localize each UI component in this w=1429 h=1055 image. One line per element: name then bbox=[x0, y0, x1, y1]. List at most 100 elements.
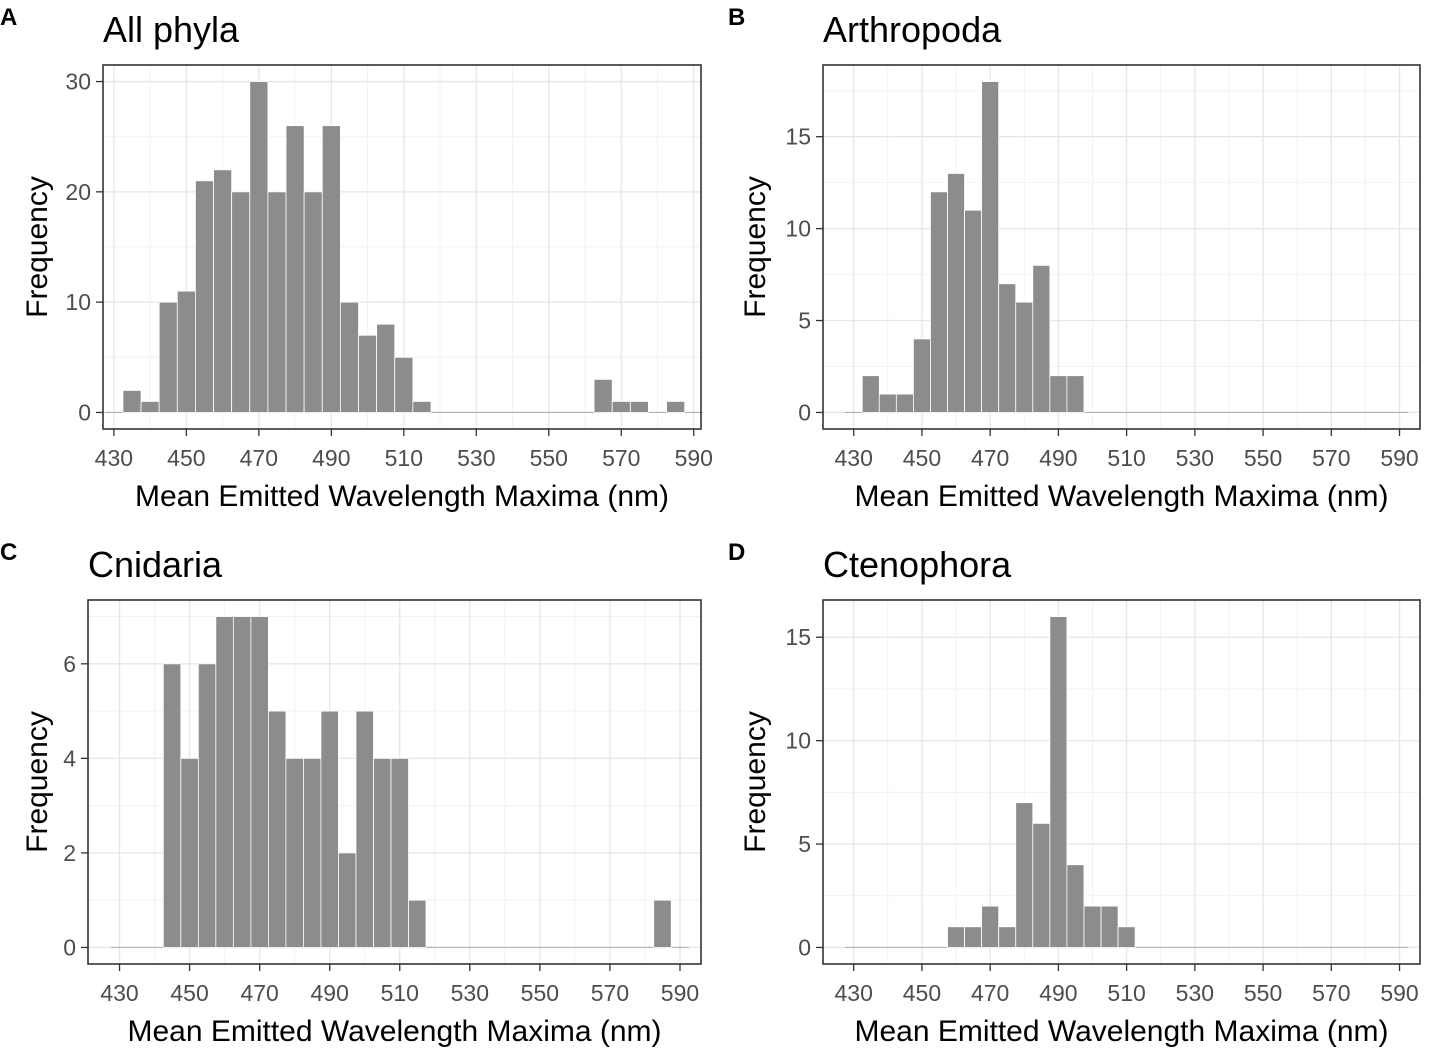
x-tick-label: 450 bbox=[167, 445, 205, 471]
histogram-bar bbox=[593, 378, 613, 413]
x-tick-label: 590 bbox=[661, 980, 699, 1006]
histogram-bar bbox=[231, 191, 251, 413]
panel-letter: D bbox=[728, 539, 745, 566]
histogram-bar bbox=[1066, 864, 1085, 948]
histogram-bar bbox=[358, 334, 378, 413]
plot-frame bbox=[822, 599, 1421, 965]
y-tick-label: 15 bbox=[785, 624, 811, 650]
histogram-bar bbox=[861, 375, 880, 413]
x-tick-label: 450 bbox=[903, 980, 941, 1006]
y-tick-label: 20 bbox=[65, 179, 91, 205]
x-tick-label: 590 bbox=[1380, 445, 1418, 471]
plot-frame bbox=[87, 599, 702, 965]
histogram-bar bbox=[162, 663, 182, 948]
x-tick-label: 470 bbox=[240, 445, 278, 471]
y-tick-label: 10 bbox=[785, 216, 811, 242]
histogram-bar bbox=[1066, 375, 1085, 413]
histogram-bar bbox=[320, 710, 339, 948]
histogram-bar bbox=[213, 169, 233, 413]
histogram-bar bbox=[267, 191, 287, 413]
histogram-bar bbox=[180, 757, 199, 948]
x-axis-title: Mean Emitted Wavelength Maxima (nm) bbox=[135, 480, 669, 513]
x-axis-title: Mean Emitted Wavelength Maxima (nm) bbox=[854, 480, 1388, 513]
y-tick-label: 2 bbox=[63, 840, 76, 866]
x-tick-label: 510 bbox=[1107, 445, 1145, 471]
y-axis-title: Frequency bbox=[739, 711, 772, 853]
x-tick-label: 530 bbox=[451, 980, 489, 1006]
histogram-bar bbox=[321, 125, 341, 413]
plot-background bbox=[823, 65, 1420, 429]
x-tick-label: 430 bbox=[95, 445, 133, 471]
histogram-bar bbox=[1032, 822, 1051, 948]
y-tick-label: 6 bbox=[63, 651, 76, 677]
histogram-bar bbox=[1015, 802, 1034, 948]
x-tick-label: 430 bbox=[100, 980, 138, 1006]
histogram-bar bbox=[947, 926, 965, 948]
histogram-bar bbox=[140, 401, 160, 413]
histogram-bar bbox=[930, 191, 948, 413]
histogram-bar bbox=[338, 852, 357, 948]
histogram-bar bbox=[250, 616, 269, 948]
histogram-bar bbox=[998, 283, 1017, 413]
histogram-bar bbox=[232, 616, 252, 948]
panel-title: Ctenophora bbox=[823, 544, 1012, 585]
histogram-bar bbox=[1100, 905, 1119, 948]
x-tick-label: 510 bbox=[385, 445, 423, 471]
histogram-bar bbox=[998, 926, 1017, 948]
panel-letter: A bbox=[0, 4, 17, 31]
x-tick-label: 550 bbox=[1244, 445, 1282, 471]
histogram-bar bbox=[412, 401, 432, 413]
histogram-bar bbox=[215, 616, 234, 948]
y-tick-label: 15 bbox=[785, 124, 811, 150]
histogram-bar bbox=[158, 301, 178, 413]
x-tick-label: 470 bbox=[971, 445, 1009, 471]
chart-panel-c: 430 450 470 490 510 530 550 570 590 0 2 4 6 C Cnidaria… bbox=[0, 539, 702, 1048]
x-tick-label: 570 bbox=[591, 980, 629, 1006]
chart-panel-a: 430 450 470 490 510 530 550 570 590 0 10 20 30 A All p… bbox=[0, 4, 713, 513]
x-tick-label: 530 bbox=[1176, 980, 1214, 1006]
y-tick-label: 0 bbox=[798, 934, 811, 960]
x-tick-label: 490 bbox=[1039, 980, 1077, 1006]
histogram-bar bbox=[981, 905, 1000, 948]
histogram-bar bbox=[249, 81, 269, 413]
x-tick-label: 510 bbox=[1107, 980, 1145, 1006]
x-tick-label: 450 bbox=[170, 980, 208, 1006]
y-tick-label: 0 bbox=[78, 399, 91, 425]
y-tick-label: 10 bbox=[65, 289, 91, 315]
histogram-bar bbox=[408, 899, 427, 948]
histogram-bar bbox=[629, 401, 649, 413]
histogram-bar bbox=[1049, 616, 1068, 948]
panel-title: All phyla bbox=[103, 9, 240, 50]
panel-title: Cnidaria bbox=[88, 544, 223, 585]
x-tick-label: 490 bbox=[1039, 445, 1077, 471]
y-tick-label: 5 bbox=[798, 831, 811, 857]
histogram-bar bbox=[303, 191, 323, 413]
histogram-bar bbox=[981, 81, 1000, 413]
x-tick-label: 490 bbox=[311, 980, 349, 1006]
x-tick-label: 430 bbox=[835, 445, 873, 471]
histogram-bar bbox=[666, 401, 686, 413]
x-tick-label: 430 bbox=[835, 980, 873, 1006]
histogram-bar bbox=[373, 757, 392, 948]
histogram-bar bbox=[390, 757, 409, 948]
histogram-bar bbox=[303, 757, 322, 948]
panel-letter: B bbox=[728, 4, 745, 31]
y-tick-label: 4 bbox=[63, 745, 76, 771]
histogram-bar bbox=[1117, 926, 1136, 948]
x-axis-title: Mean Emitted Wavelength Maxima (nm) bbox=[127, 1015, 661, 1048]
x-tick-label: 570 bbox=[602, 445, 640, 471]
x-tick-label: 530 bbox=[457, 445, 495, 471]
x-tick-label: 450 bbox=[903, 445, 941, 471]
histogram-bar bbox=[376, 323, 396, 413]
histogram-bar bbox=[964, 926, 983, 948]
plot-frame bbox=[822, 64, 1421, 430]
panel-letter: C bbox=[0, 539, 17, 566]
histogram-bar bbox=[878, 393, 897, 413]
histogram-bar bbox=[267, 710, 287, 948]
y-tick-label: 30 bbox=[65, 69, 91, 95]
y-axis-title: Frequency bbox=[21, 176, 54, 318]
x-tick-label: 490 bbox=[312, 445, 350, 471]
